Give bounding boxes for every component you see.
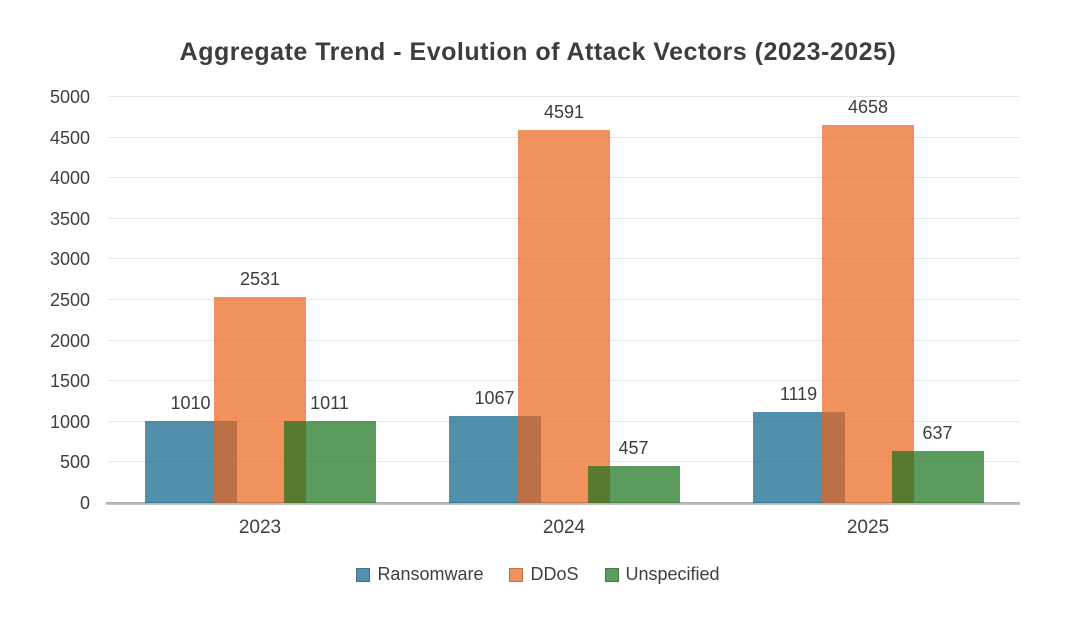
value-label-ddos-2024: 4591 — [543, 102, 585, 123]
legend-label-ransomware: Ransomware — [377, 564, 484, 584]
legend-swatch-ddos — [509, 567, 524, 582]
x-tick-label-2025: 2025 — [846, 517, 890, 538]
legend-swatch-ransomware — [356, 567, 371, 582]
x-tick-label-2023: 2023 — [238, 517, 282, 538]
value-label-ransomware-2024: 1067 — [474, 388, 515, 409]
legend-item-ddos: DDoS — [509, 564, 579, 585]
value-label-ransomware-2025: 1119 — [779, 384, 818, 405]
bar-unspecified-2023 — [283, 420, 376, 503]
gridline-5000 — [108, 96, 1020, 97]
legend-item-ransomware: Ransomware — [356, 564, 483, 585]
bar-unspecified-2024 — [587, 465, 680, 503]
value-label-ransomware-2023: 1010 — [170, 393, 211, 413]
value-label-unspecified-2024: 457 — [618, 437, 649, 458]
value-label-unspecified-2025: 637 — [922, 423, 953, 444]
bar-ddos-2024 — [518, 130, 610, 503]
legend-label-ddos: DDoS — [530, 564, 579, 584]
legend-swatch-unspecified — [604, 567, 619, 582]
chart-title: Aggregate Trend - Evolution of Attack Ve… — [179, 38, 897, 66]
y-tick-label-2500: 2500 — [49, 290, 90, 310]
value-label-unspecified-2023: 1011 — [310, 392, 349, 413]
value-label-ddos-2025: 4658 — [847, 96, 889, 117]
y-tick-label-3000: 3000 — [49, 249, 90, 270]
x-axis-line — [106, 502, 1020, 505]
bar-ddos-2025 — [822, 124, 914, 503]
y-tick-label-1500: 1500 — [49, 371, 90, 392]
x-tick-label-2024: 2024 — [542, 517, 586, 538]
y-tick-label-4000: 4000 — [49, 168, 90, 189]
legend-label-unspecified: Unspecified — [625, 564, 720, 584]
y-tick-label-0: 0 — [79, 493, 90, 513]
bar-unspecified-2025 — [891, 451, 984, 503]
y-tick-label-500: 500 — [59, 452, 90, 473]
y-tick-label-3500: 3500 — [49, 208, 90, 229]
value-label-ddos-2023: 2531 — [239, 269, 281, 290]
plot-area: 0 500 1000 1500 2000 2500 3000 3500 4000 4500 5000… — [50, 87, 1020, 538]
y-tick-label-2000: 2000 — [49, 330, 90, 351]
y-tick-label-5000: 5000 — [49, 87, 90, 107]
legend: Ransomware DDoS Unspecified — [0, 564, 1076, 585]
y-tick-label-4500: 4500 — [49, 127, 90, 148]
legend-item-unspecified: Unspecified — [604, 564, 720, 585]
y-tick-label-1000: 1000 — [49, 411, 90, 432]
